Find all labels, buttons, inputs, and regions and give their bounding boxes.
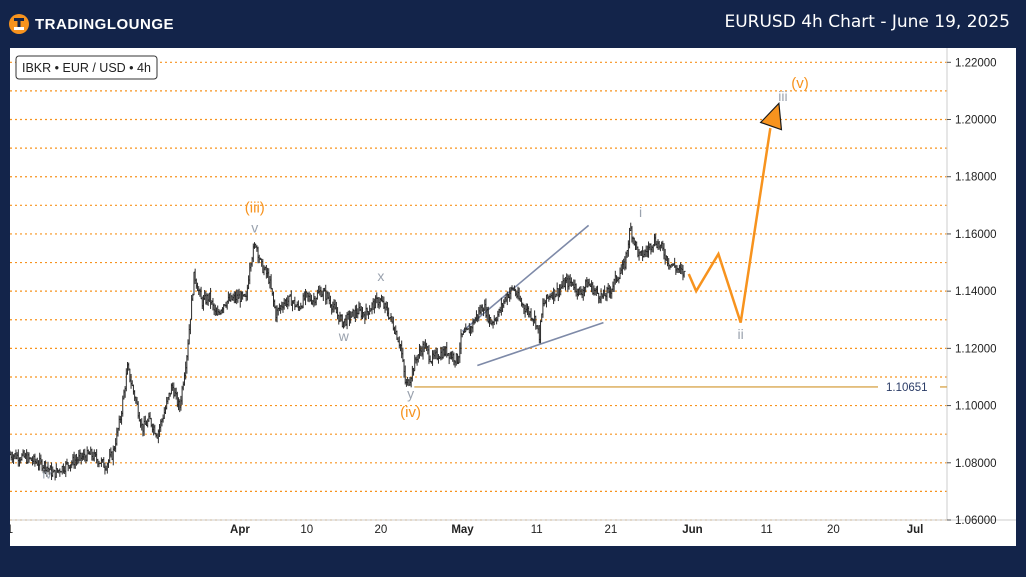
wave-label: x: [377, 268, 384, 284]
brand-name: TRADINGLOUNGE: [35, 15, 174, 33]
y-tick-label: 1.18000: [955, 172, 997, 184]
time-axis: 1 Apr 10 20 May 11 21 Jun 11 20 Jul: [10, 524, 923, 536]
tradinglounge-logo[interactable]: TRADINGLOUNGE: [8, 12, 174, 36]
x-tick-label: 20: [827, 524, 840, 536]
wave-label: iii: [778, 88, 787, 104]
wave-label: (iii): [245, 199, 265, 216]
y-tick-label: 1.22000: [955, 57, 997, 69]
plot-background: [10, 48, 1016, 546]
symbol-label: IBKR • EUR / USD • 4h: [22, 61, 151, 75]
x-tick-label: 1: [10, 524, 13, 536]
x-tick-label: 20: [375, 524, 388, 536]
y-tick-label: 1.14000: [955, 286, 997, 298]
support-level: 1.10651: [414, 378, 947, 395]
projection-path: [687, 127, 772, 324]
header: TRADINGLOUNGE EURUSD 4h Chart - June 19,…: [0, 0, 1026, 48]
wave-label: i: [639, 204, 642, 220]
x-tick-label: May: [451, 524, 474, 536]
y-tick-label: 1.08000: [955, 458, 997, 470]
x-tick-label: 11: [531, 524, 543, 536]
channel-line: [477, 321, 604, 367]
wave-projection: [687, 102, 783, 324]
x-tick-label: Apr: [230, 524, 250, 536]
wave-label: (iv): [400, 404, 421, 421]
y-tick-label: 1.12000: [955, 343, 997, 355]
x-tick-label: Jul: [907, 524, 924, 536]
price-axis: 1.06000 1.08000 1.10000 1.12000 1.14000 1.160…: [947, 57, 997, 527]
wave-label: ii: [738, 326, 744, 342]
wave-label: iv: [42, 467, 52, 482]
projection-arrowhead: [759, 102, 783, 131]
y-tick-label: 1.10000: [955, 401, 997, 413]
x-tick-label: 10: [300, 524, 313, 536]
chart-title: EURUSD 4h Chart - June 19, 2025: [724, 12, 1010, 32]
x-tick-label: 11: [761, 524, 773, 536]
support-label-bg: [878, 378, 940, 395]
logo-icon: [9, 14, 29, 34]
wave-label: v: [251, 220, 258, 236]
symbol-box[interactable]: IBKR • EUR / USD • 4h: [15, 55, 158, 80]
candlestick-series: [10, 222, 686, 481]
support-label: 1.10651: [886, 382, 928, 394]
y-tick-label: 1.20000: [955, 115, 997, 127]
wave-label: (v): [791, 75, 809, 92]
x-tick-label: 21: [604, 524, 617, 536]
y-tick-label: 1.06000: [955, 515, 997, 527]
symbol-box-frame: [15, 55, 158, 80]
wave-label: w: [338, 328, 350, 344]
wave-label: y: [407, 385, 414, 401]
grid-lines: [10, 61, 947, 521]
y-tick-label: 1.16000: [955, 229, 997, 241]
x-tick-label: Jun: [682, 524, 702, 536]
